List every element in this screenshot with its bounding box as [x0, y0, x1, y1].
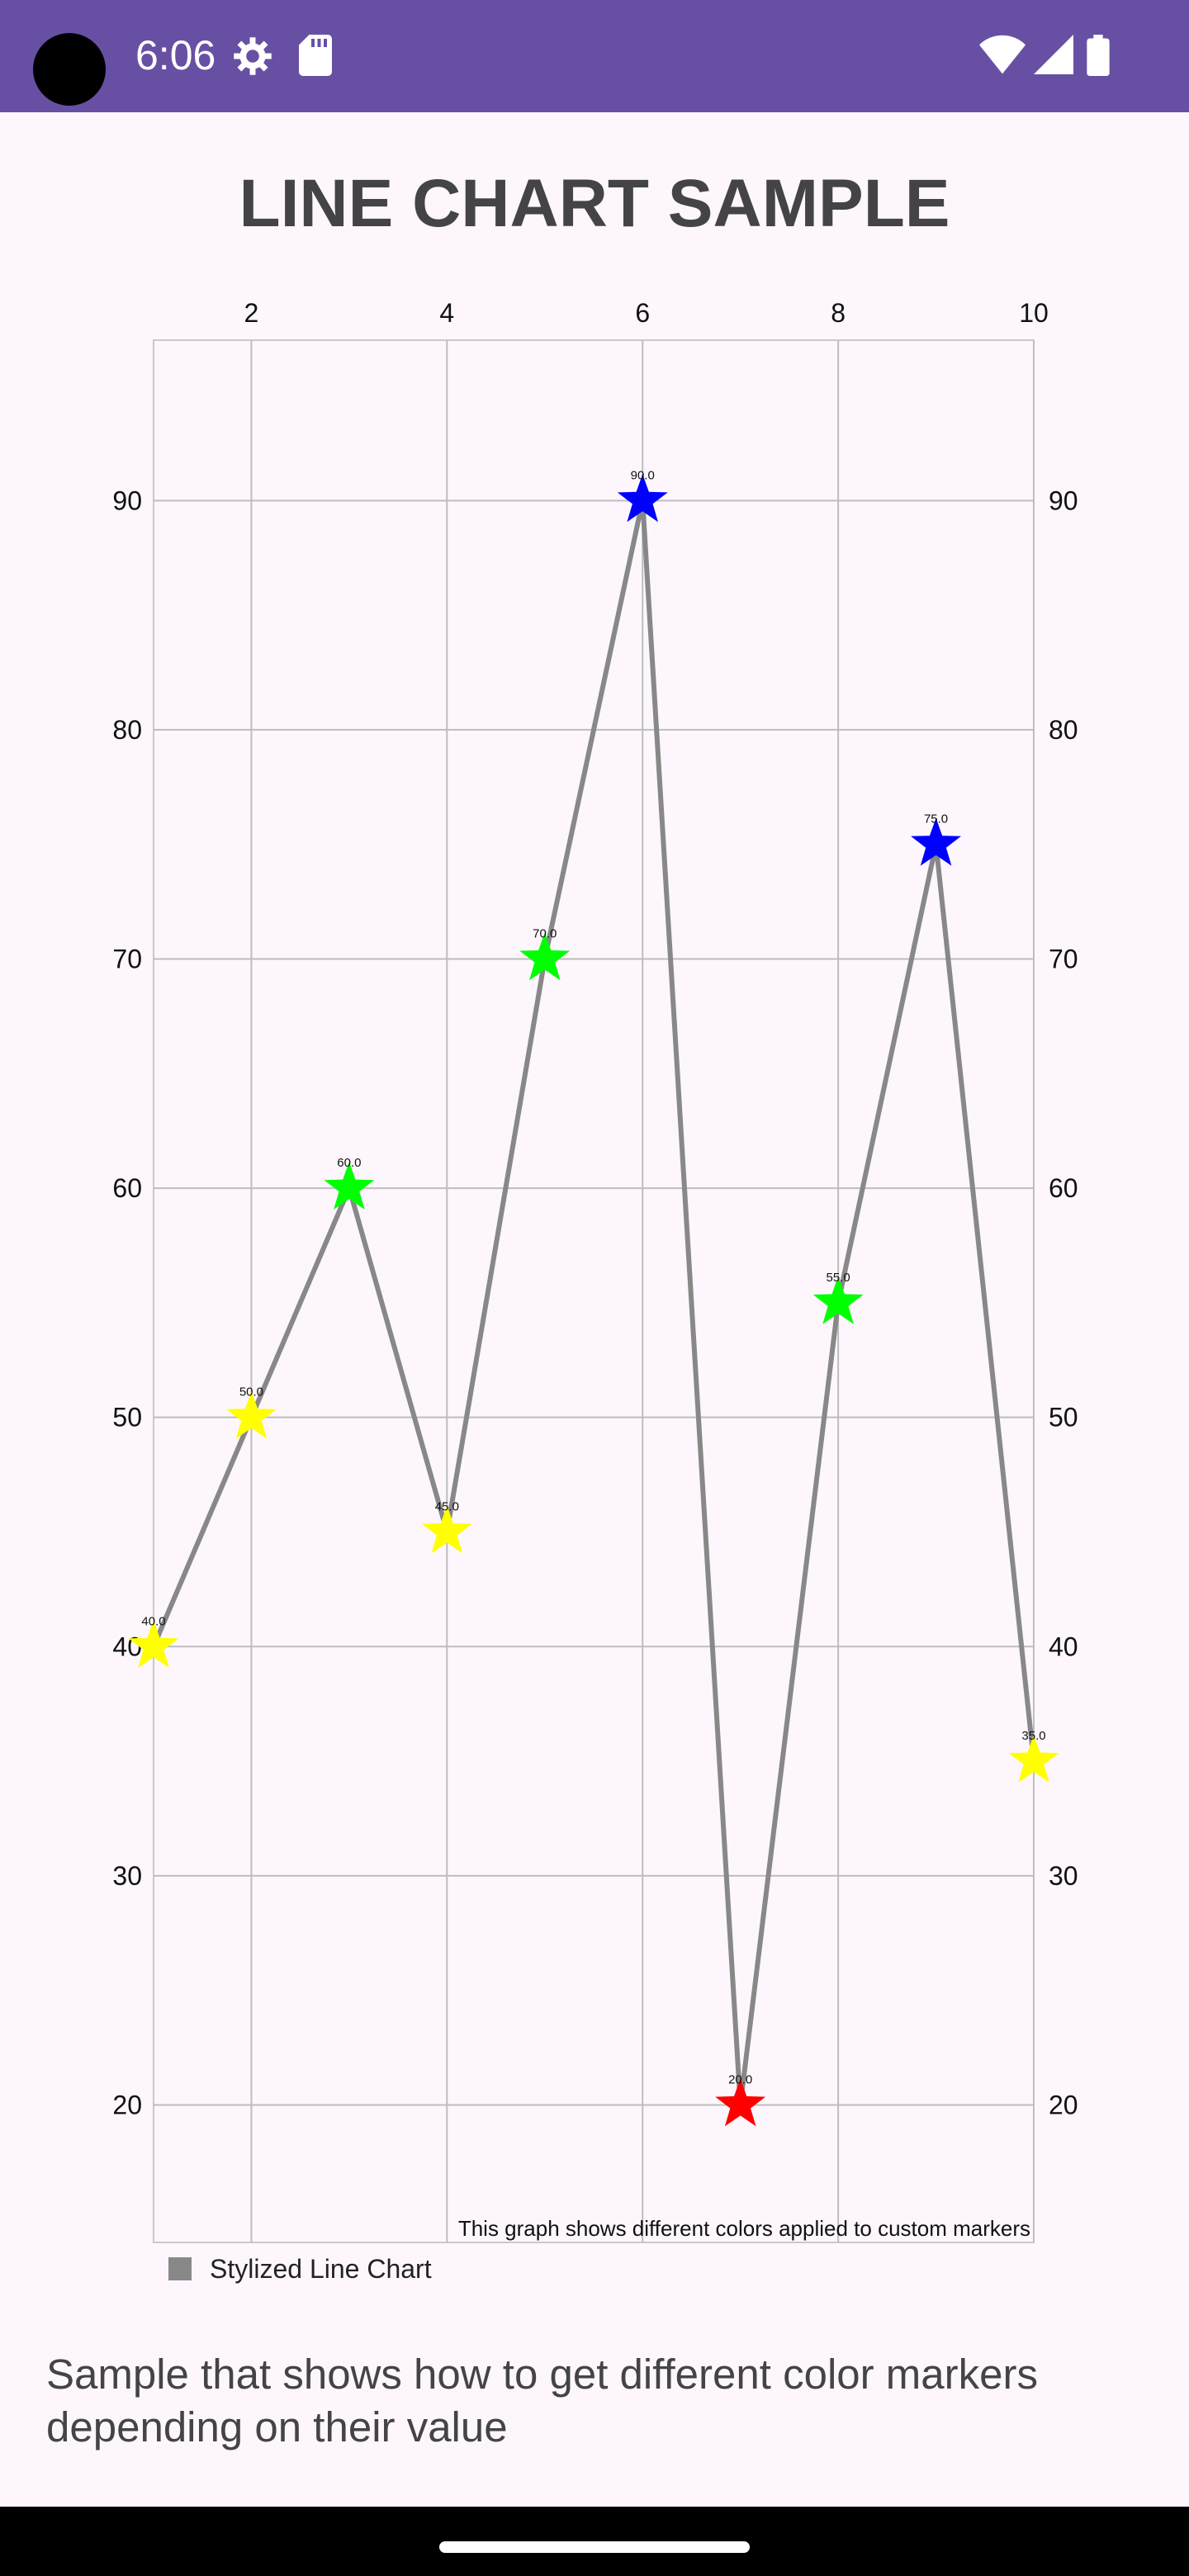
data-value-label: 60.0 — [337, 1156, 361, 1170]
legend-label: Stylized Line Chart — [210, 2253, 432, 2284]
y-tick-label-left: 60 — [112, 1173, 142, 1203]
cellular-signal-icon — [1034, 35, 1073, 74]
y-tick-label-left: 20 — [112, 2090, 142, 2119]
y-tick-label-left: 80 — [112, 715, 142, 745]
sd-card-icon — [299, 35, 332, 76]
star-marker — [812, 1276, 864, 1324]
y-tick-label-left: 70 — [112, 944, 142, 973]
y-tick-label-right: 60 — [1049, 1173, 1078, 1203]
x-tick-label: 8 — [831, 298, 846, 328]
y-tick-label-right: 90 — [1049, 485, 1078, 515]
chart-description: This graph shows different colors applie… — [458, 2216, 1030, 2241]
plot-area-frame — [153, 339, 1035, 2243]
x-tick-label: 10 — [1019, 298, 1049, 328]
y-tick-label-right: 70 — [1049, 944, 1078, 973]
star-marker — [1008, 1735, 1059, 1783]
star-marker — [226, 1390, 277, 1439]
star-marker — [715, 2078, 766, 2127]
y-tick-label-left: 50 — [112, 1403, 142, 1432]
star-marker — [519, 932, 571, 981]
star-marker — [324, 1162, 375, 1210]
star-marker — [911, 817, 961, 866]
data-value-label: 35.0 — [1021, 1729, 1045, 1743]
legend-swatch — [168, 2257, 192, 2280]
line-chart: 20 20 30 30 40 40 50 50 60 60 70 70 80 80 90 90 2 4 6 8 10 40… — [112, 298, 1078, 2243]
battery-icon — [1087, 35, 1110, 76]
y-tick-label-left: 30 — [112, 1861, 142, 1891]
data-value-label: 50.0 — [239, 1385, 263, 1399]
series-line — [151, 498, 1036, 2108]
x-tick-label: 6 — [635, 298, 650, 328]
data-value-label: 40.0 — [141, 1614, 165, 1628]
status-time: 6:06 — [135, 32, 216, 78]
y-tick-label-right: 30 — [1049, 1861, 1078, 1891]
navigation-bar — [0, 2507, 1189, 2576]
star-marker — [421, 1505, 472, 1554]
x-tick-label: 4 — [439, 298, 454, 328]
camera-cutout — [33, 33, 106, 106]
page-title: LINE CHART SAMPLE — [239, 166, 950, 241]
home-gesture-handle[interactable] — [439, 2541, 750, 2553]
gear-icon — [234, 37, 272, 75]
y-tick-label-left: 90 — [112, 485, 142, 515]
star-marker — [128, 1620, 179, 1669]
y-tick-label-left: 40 — [112, 1631, 142, 1661]
x-tick-label: 2 — [244, 298, 259, 328]
data-value-label: 55.0 — [827, 1271, 850, 1285]
y-tick-label-right: 40 — [1049, 1631, 1078, 1661]
wifi-icon — [979, 35, 1026, 74]
data-value-label: 45.0 — [435, 1499, 459, 1513]
data-value-label: 20.0 — [728, 2072, 752, 2086]
data-value-label: 70.0 — [533, 926, 557, 940]
page-description: Sample that shows how to get different c… — [46, 2351, 1038, 2451]
y-tick-label-right: 20 — [1049, 2090, 1078, 2119]
y-tick-label-right: 50 — [1049, 1403, 1078, 1432]
data-value-label: 90.0 — [631, 468, 655, 482]
y-tick-label-right: 80 — [1049, 715, 1078, 745]
star-marker — [617, 474, 668, 523]
status-bar: 6:06 — [0, 0, 1189, 112]
data-value-label: 75.0 — [924, 812, 948, 826]
chart-legend: Stylized Line Chart — [168, 2252, 432, 2285]
